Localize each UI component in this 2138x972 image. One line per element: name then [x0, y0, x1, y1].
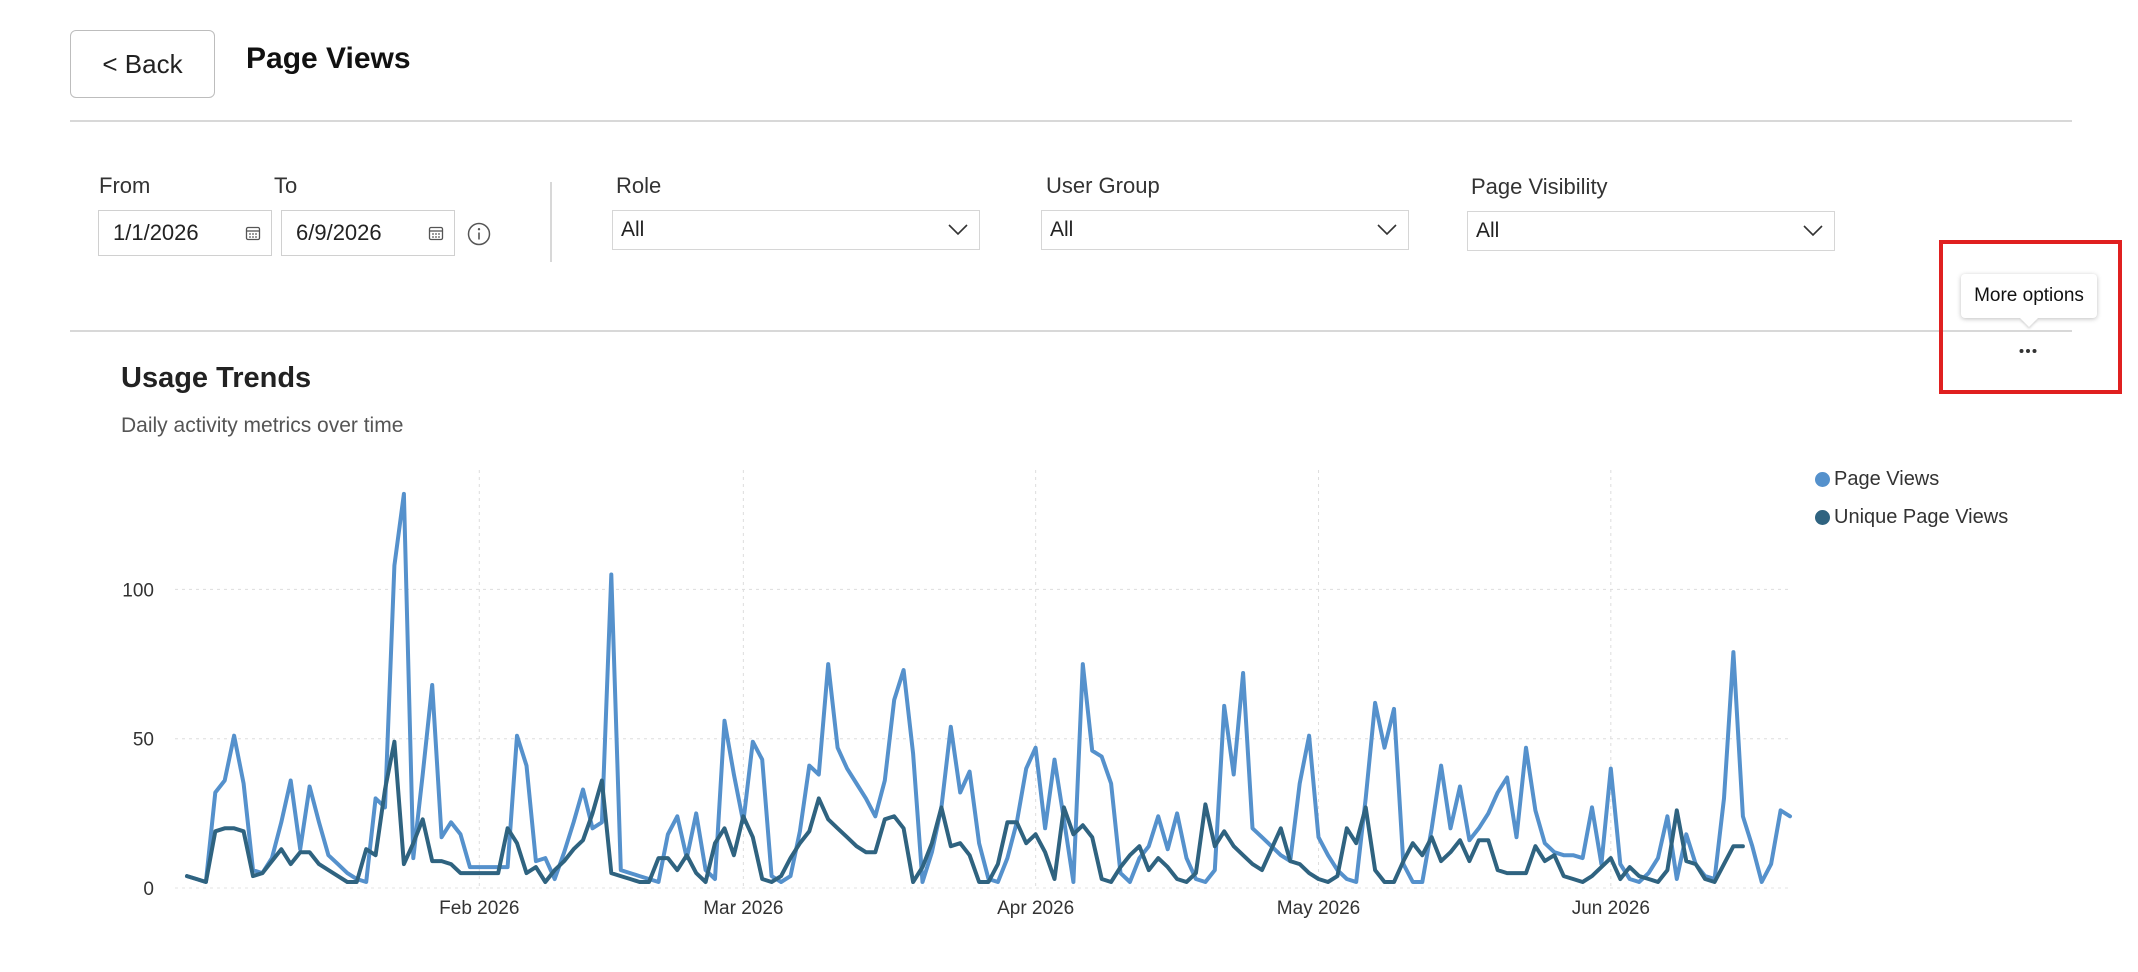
chevron-down-icon [948, 224, 968, 236]
page-visibility-select[interactable]: All [1467, 211, 1835, 251]
x-tick-label: May 2026 [1277, 898, 1360, 919]
filter-bar: From To 1/1/2026 6/9/2026 Role All User … [70, 120, 2072, 332]
user-group-select-value: All [1050, 218, 1074, 241]
calendar-icon[interactable] [428, 225, 444, 241]
legend-item-page-views[interactable]: Page Views [1815, 460, 2008, 498]
series-line-unique-page-views[interactable] [185, 739, 1745, 884]
filter-divider [550, 182, 552, 262]
page-title: Page Views [246, 42, 411, 75]
more-options-icon [2019, 349, 2037, 353]
role-label: Role [616, 173, 662, 198]
from-label: From [99, 173, 151, 198]
x-tick-label: Mar 2026 [703, 898, 783, 919]
user-group-select[interactable]: All [1041, 210, 1409, 250]
role-select[interactable]: All [612, 210, 980, 250]
to-label: To [274, 173, 298, 198]
page-visibility-select-value: All [1476, 219, 1500, 242]
to-date-input[interactable]: 6/9/2026 [281, 210, 455, 256]
y-tick-label: 100 [122, 580, 154, 601]
chart-legend: Page Views Unique Page Views [1815, 460, 2008, 536]
chevron-down-icon [1803, 225, 1823, 237]
legend-label: Page Views [1834, 467, 1940, 490]
info-icon[interactable] [467, 222, 491, 246]
x-tick-label: Apr 2026 [997, 898, 1074, 919]
role-select-value: All [621, 218, 645, 241]
highlight-box [1939, 240, 2122, 394]
calendar-icon[interactable] [245, 225, 261, 241]
legend-label: Unique Page Views [1834, 505, 2009, 528]
x-tick-label: Jun 2026 [1572, 898, 1650, 919]
legend-item-unique-page-views[interactable]: Unique Page Views [1815, 498, 2008, 536]
from-date-input[interactable]: 1/1/2026 [98, 210, 272, 256]
series-line-page-views[interactable] [185, 491, 1792, 884]
legend-swatch [1815, 509, 1830, 525]
y-tick-label: 0 [143, 879, 154, 900]
page-visibility-label: Page Visibility [1471, 174, 1608, 199]
to-date-value: 6/9/2026 [296, 220, 382, 245]
tooltip: More options [1961, 274, 2097, 318]
legend-swatch [1815, 471, 1830, 487]
page-header: < Back Page Views [70, 30, 2072, 122]
user-group-label: User Group [1046, 173, 1160, 198]
chart-subtitle: Daily activity metrics over time [121, 414, 404, 437]
back-button[interactable]: < Back [70, 30, 215, 98]
x-tick-label: Feb 2026 [439, 898, 519, 919]
chart-title: Usage Trends [121, 362, 312, 394]
from-date-value: 1/1/2026 [113, 220, 199, 245]
more-options-button[interactable] [2012, 340, 2044, 362]
tooltip-arrow [2020, 318, 2038, 327]
chevron-down-icon [1377, 224, 1397, 236]
y-tick-label: 50 [133, 730, 154, 751]
